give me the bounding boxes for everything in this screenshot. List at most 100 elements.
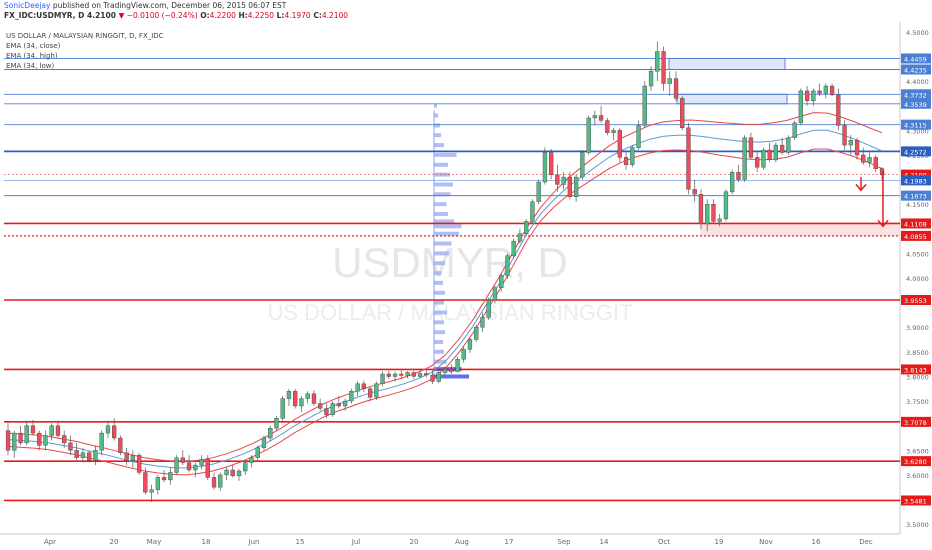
level-price-label: 3.6280 (904, 458, 927, 466)
author-link[interactable]: SonicDeejay (4, 1, 51, 10)
candle-body (711, 203, 716, 222)
candle-body (517, 233, 523, 242)
candle-body (786, 137, 791, 153)
time-tick-label: 20 (410, 538, 419, 546)
legend-title: US DOLLAR / MALAYSIAN RINGGIT, D, FX_IDC (6, 32, 164, 40)
high-label: H: (238, 11, 248, 20)
candle-body (436, 372, 441, 382)
candle-body (293, 391, 298, 407)
candle-body (505, 255, 510, 276)
published-text: published on TradingView.com, December 0… (50, 1, 287, 10)
candle-body (630, 147, 635, 165)
volume-profile-bar (434, 340, 443, 344)
chart-background (0, 22, 932, 550)
level-price-tag (901, 64, 931, 75)
level-price-tag (901, 190, 931, 201)
candle-body (136, 455, 142, 473)
resistance-zone-upper (668, 57, 786, 71)
candle-body (879, 168, 885, 175)
candle-body (218, 474, 223, 488)
price-tick-label: 4.0000 (906, 275, 929, 283)
candle-body (574, 176, 579, 198)
level-price-label: 3.9553 (904, 297, 927, 305)
candle-body (86, 452, 92, 461)
candle-body (667, 78, 672, 84)
level-price-label: 3.7078 (904, 419, 927, 427)
candle-body (811, 90, 816, 101)
volume-profile-bar (434, 280, 443, 285)
last-price: 4.2100 (87, 11, 116, 20)
candle-body (480, 317, 485, 328)
watermark-symbol: USDMYR, D (332, 239, 568, 286)
candle-body (611, 130, 616, 134)
candle-body (380, 373, 385, 385)
time-tick-label: 20 (110, 538, 119, 546)
candle-body (723, 191, 729, 220)
candle-body (692, 189, 697, 195)
candle-body (24, 425, 29, 444)
time-tick-label: 18 (202, 538, 211, 546)
candle-body (698, 194, 704, 225)
symbol-label: FX_IDC:USDMYR, D (4, 11, 85, 20)
candle-body (199, 459, 204, 466)
candle-body (255, 447, 260, 458)
resistance-zone-lower (676, 93, 788, 105)
candle-body (805, 90, 810, 101)
candle-body (567, 176, 573, 198)
candle-body (455, 359, 460, 372)
level-price-label: 4.1673 (904, 193, 927, 201)
candle-body (205, 459, 210, 478)
watermark-name: US DOLLAR / MALAYSIAN RINGGIT (267, 300, 632, 325)
level-price-label: 4.2572 (904, 148, 927, 156)
candle-body (780, 144, 785, 153)
candle-body (305, 393, 310, 399)
candle-body (93, 450, 98, 461)
volume-profile-bar (434, 300, 444, 305)
time-tick-label: 15 (296, 538, 305, 546)
volume-profile-bar (434, 162, 448, 167)
candle-body (349, 391, 354, 402)
candle-body (43, 435, 48, 446)
candle-body (174, 457, 179, 473)
level-price-tag (901, 230, 931, 241)
candle-body (155, 477, 160, 490)
level-price-tag (901, 175, 931, 186)
candle-body (430, 374, 435, 382)
candle-body (149, 489, 154, 493)
legend-ema-close: EMA (34, close) (6, 42, 61, 50)
candle-body (555, 174, 560, 185)
candle-body (405, 372, 410, 376)
candle-body (773, 144, 779, 161)
candle-body (49, 425, 54, 436)
candle-body (424, 373, 429, 376)
level-price-tag (901, 146, 931, 157)
candle-body (124, 452, 129, 461)
price-chart: USDMYR, D US DOLLAR / MALAYSIAN RINGGIT 4.… (0, 22, 932, 550)
candle-body (368, 388, 373, 398)
legend-ema-high: EMA (34, high) (6, 52, 58, 60)
volume-profile-bar (434, 290, 445, 295)
level-price-label: 4.1983 (904, 177, 927, 185)
volume-profile-bar (434, 133, 441, 138)
candle-body (680, 98, 685, 129)
candle-body (736, 171, 741, 180)
candle-body (792, 122, 797, 138)
candle-body (417, 373, 423, 377)
level-price-label: 4.3539 (904, 101, 927, 109)
candle-body (130, 455, 135, 461)
candle-body (586, 117, 591, 153)
candle-body (236, 470, 242, 477)
price-tick-label: 3.8000 (906, 373, 929, 381)
ema-high-line (7, 112, 883, 463)
level-price-tag (901, 364, 931, 375)
candle-body (817, 90, 822, 94)
volume-profile-bar (434, 231, 459, 236)
candle-body (355, 383, 360, 392)
candle-body (655, 51, 660, 72)
candle-body (530, 201, 535, 222)
close-value: 4.2100 (321, 11, 349, 20)
candle-body (542, 152, 548, 183)
level-price-tag (901, 295, 931, 306)
price-tick-label: 4.1500 (906, 201, 929, 209)
